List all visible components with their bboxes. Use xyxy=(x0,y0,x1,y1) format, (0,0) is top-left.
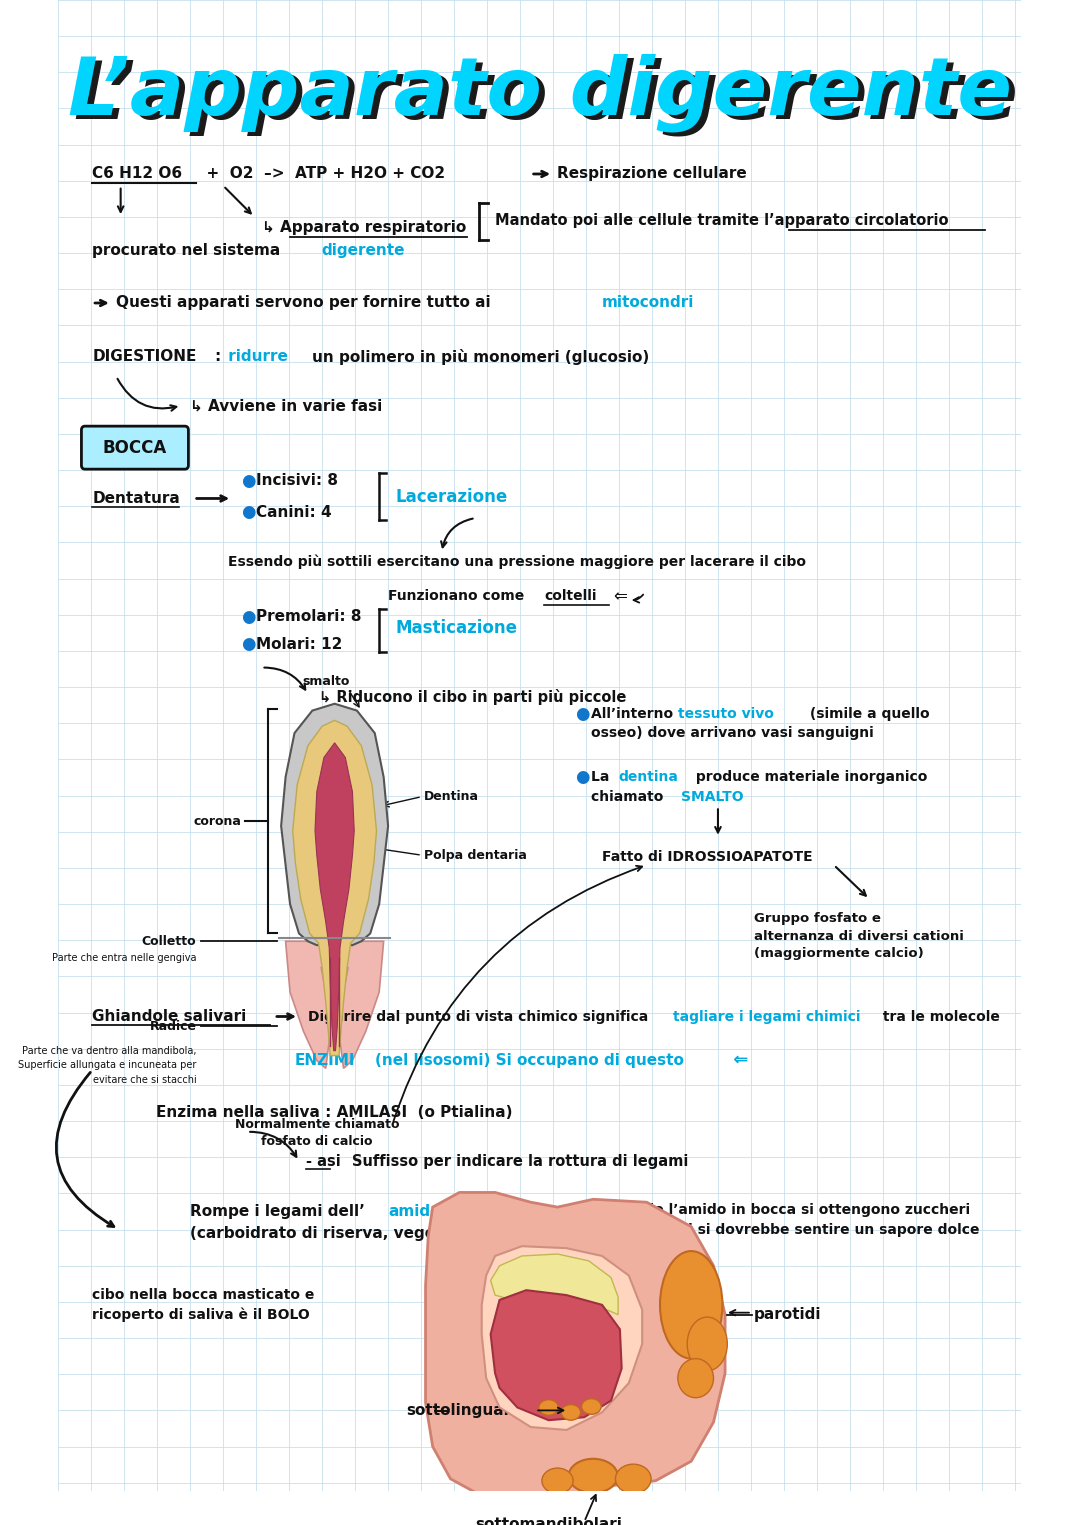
Text: Ghiandole salivari: Ghiandole salivari xyxy=(92,1010,246,1023)
Text: Essendo più sottili esercitano una pressione maggiore per lacerare il cibo: Essendo più sottili esercitano una press… xyxy=(228,555,806,569)
Text: evitare che si stacchi: evitare che si stacchi xyxy=(93,1075,197,1086)
Text: Funzionano come: Funzionano come xyxy=(388,589,529,604)
Text: sottomandibolari: sottomandibolari xyxy=(475,1517,622,1525)
Text: - asi: - asi xyxy=(306,1154,341,1168)
Text: L’apparato digerente: L’apparato digerente xyxy=(68,53,1012,133)
Text: Colletto: Colletto xyxy=(141,935,197,947)
Text: tessuto vivo: tessuto vivo xyxy=(678,706,773,720)
Text: alternanza di diversi cationi: alternanza di diversi cationi xyxy=(754,930,963,942)
Ellipse shape xyxy=(687,1318,727,1371)
Text: Premolari: 8: Premolari: 8 xyxy=(256,610,362,624)
Text: ●: ● xyxy=(576,705,590,723)
Text: SMALTO: SMALTO xyxy=(680,790,743,804)
Ellipse shape xyxy=(561,1405,581,1420)
Text: Mandato poi alle cellule tramite l’apparato circolatorio: Mandato poi alle cellule tramite l’appar… xyxy=(495,214,948,229)
Text: Digerire dal punto di vista chimico significa: Digerire dal punto di vista chimico sign… xyxy=(308,1010,653,1023)
Text: ⇐: ⇐ xyxy=(612,587,626,605)
Text: L’apparato digerente: L’apparato digerente xyxy=(73,58,1018,136)
Ellipse shape xyxy=(542,1469,573,1493)
Text: smalto: smalto xyxy=(302,674,350,688)
Text: tagliare i legami chimici: tagliare i legami chimici xyxy=(674,1010,861,1023)
Text: ●: ● xyxy=(241,608,256,625)
Text: ●: ● xyxy=(241,503,256,522)
Text: Enzima nella saliva : AMILASI  (o Ptialina): Enzima nella saliva : AMILASI (o Ptialin… xyxy=(157,1104,513,1119)
Text: Canini: 4: Canini: 4 xyxy=(256,505,332,520)
Text: Respirazione cellulare: Respirazione cellulare xyxy=(557,166,747,181)
Text: ↳ Riducono il cibo in parti più piccole: ↳ Riducono il cibo in parti più piccole xyxy=(319,689,626,705)
Text: amido: amido xyxy=(388,1205,441,1220)
Polygon shape xyxy=(285,941,383,1069)
Polygon shape xyxy=(281,703,388,946)
Text: Parte che entra nelle gengiva: Parte che entra nelle gengiva xyxy=(52,953,197,962)
Polygon shape xyxy=(490,1290,622,1420)
FancyBboxPatch shape xyxy=(81,425,188,470)
Text: Superficie allungata e incuneata per: Superficie allungata e incuneata per xyxy=(18,1060,197,1071)
Text: ENZIMI: ENZIMI xyxy=(295,1052,355,1068)
Text: Parte che va dentro alla mandibola,: Parte che va dentro alla mandibola, xyxy=(22,1046,197,1055)
Ellipse shape xyxy=(616,1464,651,1493)
Text: Rompe i legami dell’: Rompe i legami dell’ xyxy=(190,1205,365,1220)
Text: (maggiormente calcio): (maggiormente calcio) xyxy=(754,947,923,961)
Text: Normalmente chiamato: Normalmente chiamato xyxy=(234,1118,399,1130)
Text: semplici quindi si dovrebbe sentire un sapore dolce: semplici quindi si dovrebbe sentire un s… xyxy=(576,1223,980,1237)
Text: (nel lisosomi) Si occupano di questo: (nel lisosomi) Si occupano di questo xyxy=(375,1052,684,1068)
Text: chiamato: chiamato xyxy=(592,790,669,804)
Ellipse shape xyxy=(569,1459,618,1493)
Text: ↳ Avviene in varie fasi: ↳ Avviene in varie fasi xyxy=(190,398,382,413)
Text: Lacerazione: Lacerazione xyxy=(395,488,508,505)
Ellipse shape xyxy=(678,1359,714,1398)
Text: Dentina: Dentina xyxy=(423,790,478,804)
Text: DIGESTIONE: DIGESTIONE xyxy=(92,349,197,364)
Ellipse shape xyxy=(581,1398,602,1414)
Text: (simile a quello: (simile a quello xyxy=(806,706,930,720)
Text: produce materiale inorganico: produce materiale inorganico xyxy=(691,770,928,784)
Text: sciogliendo l’amido in bocca si ottengono zuccheri: sciogliendo l’amido in bocca si ottengon… xyxy=(576,1203,971,1217)
Text: cibo nella bocca masticato e: cibo nella bocca masticato e xyxy=(92,1289,314,1302)
Text: ricoperto di saliva è il BOLO: ricoperto di saliva è il BOLO xyxy=(92,1307,310,1322)
Text: fosfato di calcio: fosfato di calcio xyxy=(261,1135,373,1148)
Text: Incisivi: 8: Incisivi: 8 xyxy=(256,473,338,488)
Text: tra le molecole: tra le molecole xyxy=(878,1010,1000,1023)
Text: Dentatura: Dentatura xyxy=(92,491,180,506)
Text: BOCCA: BOCCA xyxy=(103,439,167,456)
Text: ●: ● xyxy=(241,634,256,653)
Text: digerente: digerente xyxy=(321,242,405,258)
Text: Polpa dentaria: Polpa dentaria xyxy=(423,849,527,862)
Text: C6 H12 O6: C6 H12 O6 xyxy=(92,166,183,181)
Ellipse shape xyxy=(539,1400,558,1415)
Text: Masticazione: Masticazione xyxy=(395,619,517,637)
Text: Questi apparati servono per fornire tutto ai: Questi apparati servono per fornire tutt… xyxy=(117,296,490,311)
Text: ●: ● xyxy=(576,769,590,785)
Text: ⇐: ⇐ xyxy=(727,1052,748,1069)
Text: ridurre: ridurre xyxy=(224,349,288,364)
Text: sottolinguali: sottolinguali xyxy=(406,1403,514,1418)
Text: parotidi: parotidi xyxy=(754,1307,821,1322)
Text: osseo) dove arrivano vasi sanguigni: osseo) dove arrivano vasi sanguigni xyxy=(592,726,874,740)
Polygon shape xyxy=(426,1193,725,1505)
Text: dentina: dentina xyxy=(618,770,678,784)
Polygon shape xyxy=(293,720,377,1055)
Text: Gruppo fosfato e: Gruppo fosfato e xyxy=(754,912,880,926)
Text: ●: ● xyxy=(241,471,256,490)
Text: Molari: 12: Molari: 12 xyxy=(256,636,342,651)
Text: corona: corona xyxy=(193,814,241,828)
Text: La: La xyxy=(592,770,615,784)
Polygon shape xyxy=(482,1246,643,1430)
Text: Radice: Radice xyxy=(149,1020,197,1032)
Ellipse shape xyxy=(660,1250,723,1359)
Text: procurato nel sistema: procurato nel sistema xyxy=(92,242,285,258)
Text: +  O2  –>  ATP + H2O + CO2: + O2 –> ATP + H2O + CO2 xyxy=(197,166,446,181)
Text: Fatto di IDROSSIOAPATOTE: Fatto di IDROSSIOAPATOTE xyxy=(602,851,812,865)
Text: Suffisso per indicare la rottura di legami: Suffisso per indicare la rottura di lega… xyxy=(352,1154,689,1168)
Text: mitocondri: mitocondri xyxy=(602,296,694,311)
Text: All’interno: All’interno xyxy=(592,706,678,720)
Polygon shape xyxy=(315,743,354,1051)
Text: :: : xyxy=(214,349,220,364)
Text: —: — xyxy=(429,1403,449,1418)
Polygon shape xyxy=(490,1254,618,1315)
Text: un polimero in più monomeri (glucosio): un polimero in più monomeri (glucosio) xyxy=(312,349,649,364)
Text: coltelli: coltelli xyxy=(544,589,596,604)
Text: (carboidrato di riserva, vegetale): (carboidrato di riserva, vegetale) xyxy=(190,1226,475,1241)
Text: ↳ Apparato respiratorio: ↳ Apparato respiratorio xyxy=(261,220,465,235)
